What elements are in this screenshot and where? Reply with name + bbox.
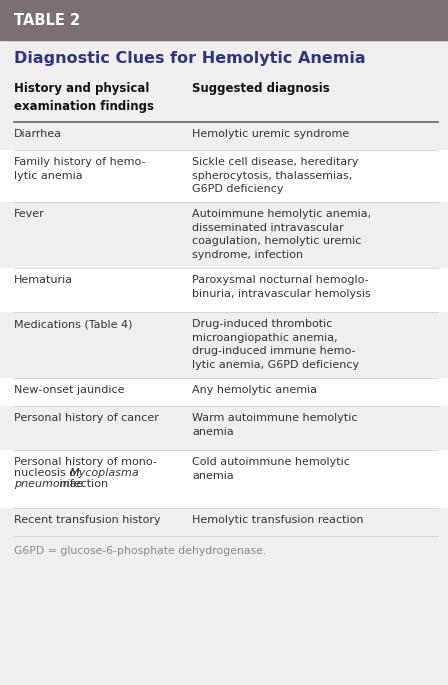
Text: Hematuria: Hematuria — [14, 275, 73, 285]
Text: infection: infection — [56, 479, 108, 489]
Text: Sickle cell disease, hereditary
spherocytosis, thalassemias,
G6PD deficiency: Sickle cell disease, hereditary spherocy… — [192, 157, 358, 195]
Text: Hemolytic transfusion reaction: Hemolytic transfusion reaction — [192, 515, 363, 525]
Bar — [0, 378, 448, 406]
Bar — [0, 406, 448, 450]
Text: Mycoplasma: Mycoplasma — [69, 468, 139, 478]
Text: Suggested diagnosis: Suggested diagnosis — [192, 82, 330, 95]
Bar — [0, 312, 448, 378]
Text: Family history of hemo-
lytic anemia: Family history of hemo- lytic anemia — [14, 157, 146, 181]
Text: Personal history of mono-: Personal history of mono- — [14, 457, 157, 467]
Text: Personal history of cancer: Personal history of cancer — [14, 413, 159, 423]
Text: Medications (Table 4): Medications (Table 4) — [14, 319, 133, 329]
Text: Diagnostic Clues for Hemolytic Anemia: Diagnostic Clues for Hemolytic Anemia — [14, 51, 366, 66]
Text: New-onset jaundice: New-onset jaundice — [14, 385, 125, 395]
Text: TABLE 2: TABLE 2 — [14, 12, 80, 27]
Bar — [0, 450, 448, 508]
Text: History and physical
examination findings: History and physical examination finding… — [14, 82, 154, 112]
Text: Paroxysmal nocturnal hemoglo-
binuria, intravascular hemolysis: Paroxysmal nocturnal hemoglo- binuria, i… — [192, 275, 371, 299]
Text: G6PD = glucose-6-phosphate dehydrogenase.: G6PD = glucose-6-phosphate dehydrogenase… — [14, 546, 266, 556]
Text: pneumoniae: pneumoniae — [14, 479, 83, 489]
Text: nucleosis or: nucleosis or — [14, 468, 84, 478]
Text: Recent transfusion history: Recent transfusion history — [14, 515, 161, 525]
Text: Autoimmune hemolytic anemia,
disseminated intravascular
coagulation, hemolytic u: Autoimmune hemolytic anemia, disseminate… — [192, 209, 371, 260]
Text: Diarrhea: Diarrhea — [14, 129, 62, 139]
Bar — [0, 202, 448, 268]
Bar — [0, 150, 448, 202]
Text: Fever: Fever — [14, 209, 45, 219]
Bar — [0, 122, 448, 150]
Text: Drug-induced thrombotic
microangiopathic anemia,
drug-induced immune hemo-
lytic: Drug-induced thrombotic microangiopathic… — [192, 319, 359, 370]
Text: Cold autoimmune hemolytic
anemia: Cold autoimmune hemolytic anemia — [192, 457, 350, 481]
Text: Any hemolytic anemia: Any hemolytic anemia — [192, 385, 317, 395]
Text: Warm autoimmune hemolytic
anemia: Warm autoimmune hemolytic anemia — [192, 413, 358, 436]
Bar — [0, 0, 448, 40]
Bar — [0, 268, 448, 312]
Bar — [0, 508, 448, 536]
Text: Hemolytic uremic syndrome: Hemolytic uremic syndrome — [192, 129, 349, 139]
